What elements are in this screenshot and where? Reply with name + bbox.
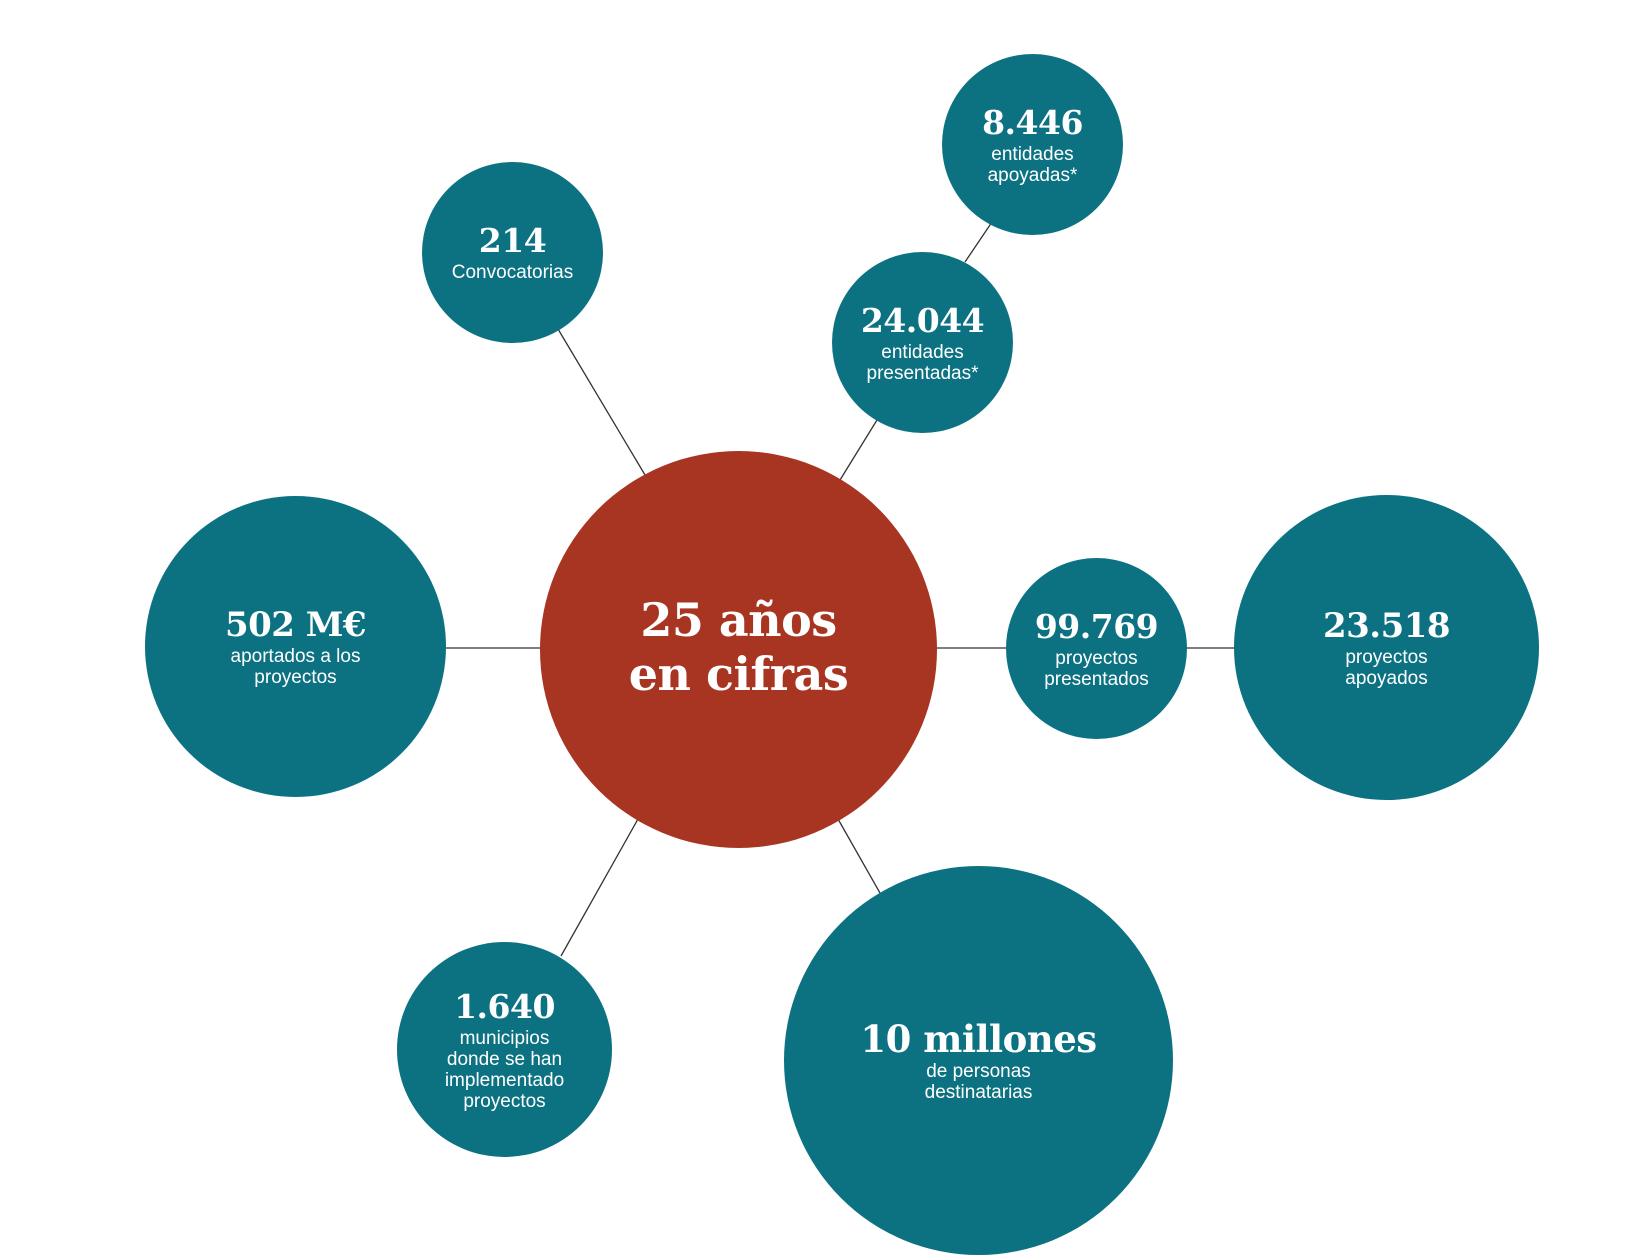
bubble-value: 23.518 [1322,605,1451,646]
bubble-municipios: 1.640 municipios donde se han implementa… [397,942,612,1157]
center-bubble: 25 años en cifras [540,451,937,848]
bubble-value: 214 [478,221,547,260]
center-title: 25 años en cifras [628,592,849,701]
bubble-value: 24.044 [860,300,985,340]
bubble-label: entidades apoyadas* [987,143,1078,186]
connector-center-municipios [560,818,639,957]
bubble-aportados: 502 M€ aportados a los proyectos [145,496,446,797]
bubble-value: 99.769 [1034,606,1159,646]
bubble-entidades-presentadas: 24.044 entidades presentadas* [832,252,1013,433]
bubble-value: 502 M€ [224,604,367,645]
bubble-label: entidades presentadas* [866,341,979,384]
bubble-label: Convocatorias [451,262,574,283]
bubble-value: 10 millones [860,1016,1097,1061]
bubble-label: de personas destinatarias [924,1060,1033,1103]
bubble-convocatorias: 214 Convocatorias [422,162,603,343]
bubble-label: municipios donde se han implementado pro… [444,1027,565,1112]
connector-presentadas-apoyadas [964,221,993,263]
bubble-personas: 10 millones de personas destinatarias [784,866,1173,1255]
bubble-label: proyectos presentados [1044,647,1149,690]
bubble-label: aportados a los proyectos [230,645,361,688]
bubble-value: 1.640 [454,986,555,1026]
connector-center-entidades-presentadas [839,419,878,481]
bubble-label: proyectos apoyados [1345,646,1428,689]
bubble-proyectos-apoyados: 23.518 proyectos apoyados [1234,495,1539,800]
bubble-proyectos-presentados: 99.769 proyectos presentados [1006,558,1187,739]
bubble-value: 8.446 [982,102,1083,142]
connector-center-convocatorias [557,328,649,481]
bubble-entidades-apoyadas: 8.446 entidades apoyadas* [942,54,1123,235]
connector-center-personas [837,818,881,894]
